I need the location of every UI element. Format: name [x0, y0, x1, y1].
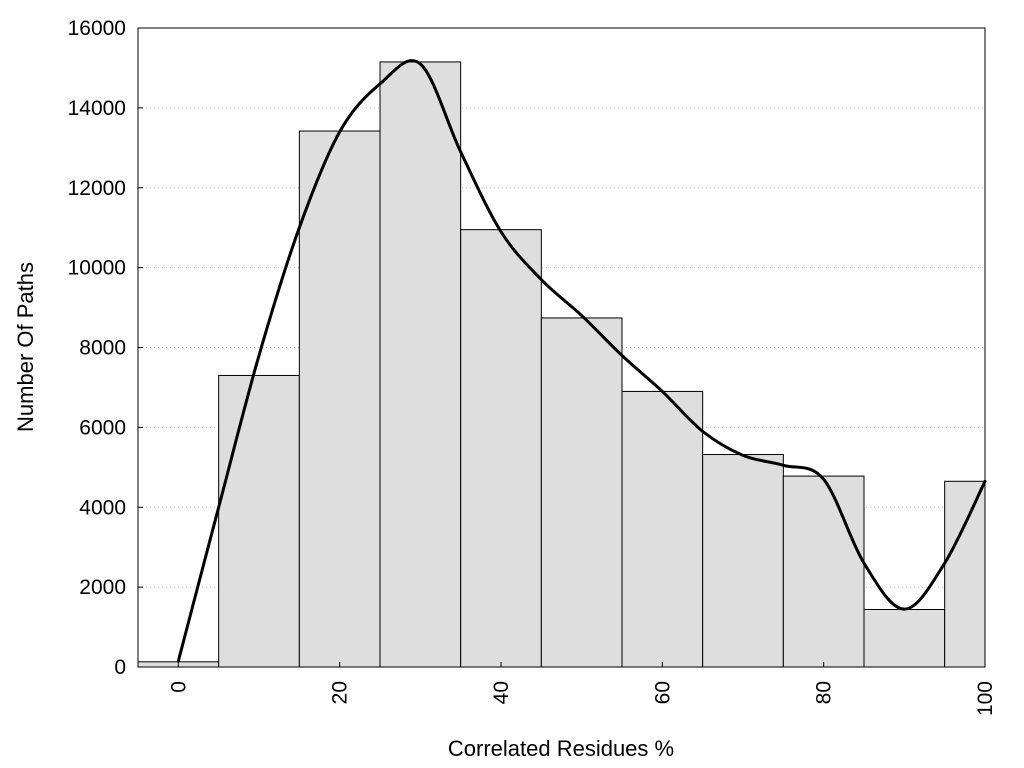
histogram-bar — [379, 61, 462, 668]
x-axis-title: Correlated Residues % — [448, 736, 674, 761]
histogram-bar — [863, 608, 946, 668]
histogram-bar — [944, 480, 986, 668]
y-tick-label: 4000 — [79, 496, 126, 519]
histogram-bar — [782, 475, 865, 668]
histogram-bar — [540, 317, 623, 668]
histogram-bar — [298, 130, 381, 668]
x-tick-label: 60 — [651, 681, 674, 704]
x-tick-label: 100 — [974, 681, 997, 716]
density-curve-line — [176, 59, 987, 663]
y-tick-label: 14000 — [68, 97, 126, 120]
histogram-bar — [460, 229, 542, 668]
density-curve — [176, 59, 987, 663]
histogram-bar — [218, 374, 300, 668]
y-tick-label: 0 — [114, 656, 126, 679]
y-tick-label: 16000 — [68, 17, 126, 40]
histogram-bar — [621, 390, 704, 668]
axis-ticks: 0 2000 4000 6000 8000 10000 12000 14000 16000 0 20… — [68, 17, 997, 716]
y-tick-label: 10000 — [68, 257, 126, 280]
x-tick-label: 40 — [490, 681, 513, 704]
x-tick-label: 0 — [167, 681, 190, 693]
x-tick-label: 20 — [329, 681, 352, 704]
histogram-bars — [137, 61, 986, 668]
y-tick-label: 12000 — [68, 177, 126, 200]
y-tick-label: 8000 — [79, 337, 126, 360]
y-axis-title: Number Of Paths — [13, 262, 38, 432]
histogram-bar — [702, 454, 784, 668]
y-tick-label: 6000 — [79, 416, 126, 439]
x-tick-label: 80 — [813, 681, 836, 704]
y-tick-label: 2000 — [79, 576, 126, 599]
